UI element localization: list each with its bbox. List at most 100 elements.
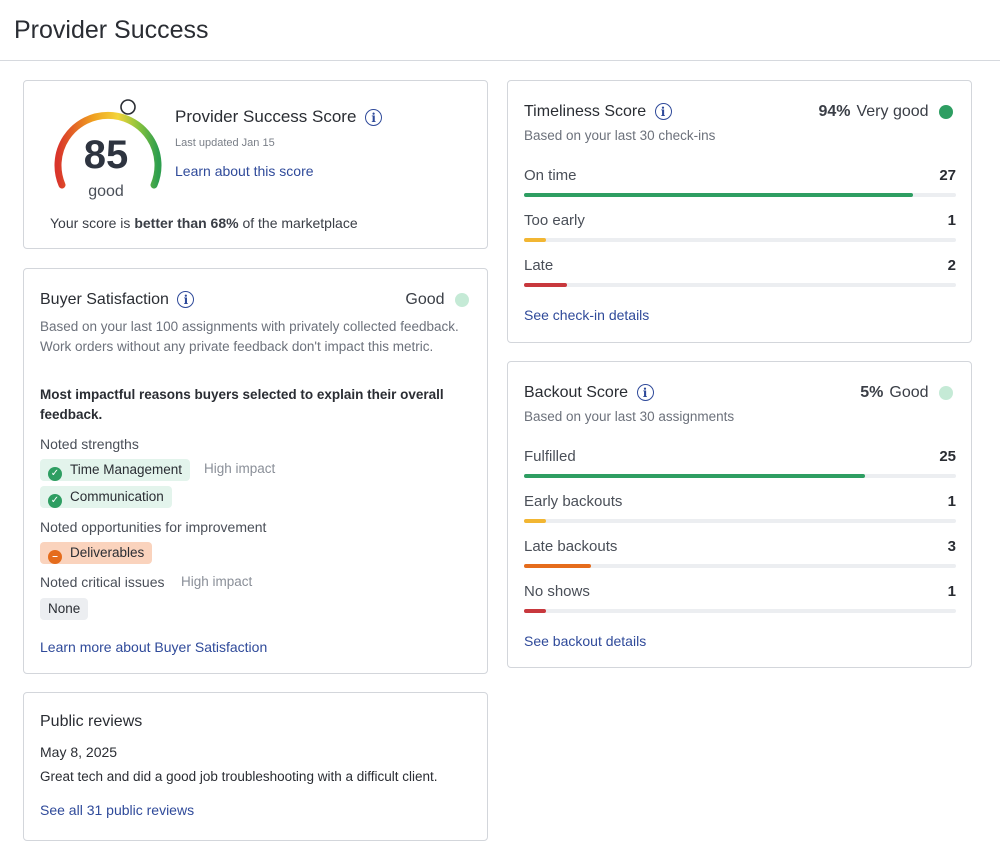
progress-fill	[524, 283, 567, 287]
comparison-bold: better than 68%	[134, 215, 239, 231]
backout-score-card: Backout Score i 5% Good Based on your las…	[507, 361, 972, 668]
provider-success-score-card: 85 good Provider Success Score i Last up…	[23, 80, 488, 249]
metric-row-count: 1	[947, 493, 956, 510]
opportunities-label: Noted opportunities for improvement	[40, 519, 267, 535]
buyer-satisfaction-title: Buyer Satisfaction i	[40, 291, 195, 309]
progress-track	[524, 564, 956, 568]
timeliness-status-text: Very good	[856, 103, 929, 120]
progress-track	[524, 238, 956, 242]
metric-row: On time 27	[524, 167, 956, 197]
public-reviews-title: Public reviews	[40, 713, 143, 730]
status-text: Good	[405, 291, 445, 308]
minus-circle-icon: –	[48, 550, 62, 564]
buyer-satisfaction-status: Good	[405, 291, 469, 309]
metric-row: Too early 1	[524, 212, 956, 242]
opportunity-pill: – Deliverables	[40, 542, 153, 564]
see-backout-details-link[interactable]: See backout details	[524, 633, 647, 649]
check-circle-icon: ✓	[48, 494, 62, 508]
comparison-suffix: of the marketplace	[238, 215, 358, 231]
status-dot-icon	[455, 292, 469, 307]
see-all-reviews-link[interactable]: See all 31 public reviews	[40, 802, 195, 818]
strengths-label: Noted strengths	[40, 436, 139, 452]
metric-row: No shows 1	[524, 583, 956, 613]
progress-fill	[524, 519, 546, 523]
backout-title: Backout Score i	[524, 384, 654, 402]
timeliness-status: 94% Very good	[818, 103, 953, 121]
metric-row-count: 25	[939, 448, 956, 465]
metric-row-label: Fulfilled	[524, 448, 576, 465]
strength-pill: ✓ Time Management	[40, 459, 191, 481]
metric-row-label: On time	[524, 167, 577, 184]
gauge-marker	[120, 99, 136, 115]
critical-issues-label: Noted critical issues	[40, 574, 165, 590]
reasons-heading: Most impactful reasons buyers selected t…	[40, 387, 444, 422]
critical-issues-pill: None	[40, 598, 89, 620]
info-icon[interactable]: i	[654, 103, 672, 121]
timeliness-subtitle: Based on your last 30 check-ins	[524, 128, 716, 143]
public-reviews-card: Public reviews May 8, 2025 Great tech an…	[23, 692, 488, 841]
strength-pill: ✓ Communication	[40, 486, 172, 508]
progress-fill	[524, 474, 865, 478]
metric-row-label: Late	[524, 257, 554, 274]
metric-row-count: 1	[947, 583, 956, 600]
score-updated: Last updated Jan 15	[175, 137, 275, 149]
impact-label: High impact	[204, 461, 276, 476]
progress-fill	[524, 238, 546, 242]
opportunity-label: Deliverables	[70, 545, 145, 560]
status-dot-icon	[939, 104, 953, 119]
timeliness-title: Timeliness Score i	[524, 103, 672, 121]
progress-track	[524, 609, 956, 613]
score-comparison: Your score is better than 68% of the mar…	[50, 215, 358, 231]
metric-row-label: Too early	[524, 212, 585, 229]
progress-fill	[524, 609, 546, 613]
timeliness-percent: 94%	[818, 103, 851, 120]
strength-label: Time Management	[70, 462, 183, 477]
timeliness-score-card: Timeliness Score i 94% Very good Based on…	[507, 80, 972, 343]
impact-label: High impact	[181, 574, 253, 589]
check-circle-icon: ✓	[48, 467, 62, 481]
progress-fill	[524, 564, 591, 568]
progress-track	[524, 283, 956, 287]
score-rating: good	[88, 183, 124, 200]
metric-row: Late 2	[524, 257, 956, 287]
status-dot-icon	[939, 385, 953, 400]
info-icon[interactable]: i	[177, 291, 195, 309]
learn-about-score-link[interactable]: Learn about this score	[175, 163, 314, 179]
review-text: Great tech and did a good job troublesho…	[40, 769, 438, 784]
backout-status: 5% Good	[860, 384, 953, 402]
metric-row: Late backouts 3	[524, 538, 956, 568]
metric-row-count: 27	[939, 167, 956, 184]
backout-subtitle: Based on your last 30 assignments	[524, 409, 735, 424]
learn-more-buyer-satisfaction-link[interactable]: Learn more about Buyer Satisfaction	[40, 639, 268, 655]
score-gauge	[54, 99, 162, 189]
page-header: Provider Success	[0, 0, 1000, 61]
info-icon[interactable]: i	[636, 384, 654, 402]
metric-row-count: 2	[947, 257, 956, 274]
score-value: 85	[83, 133, 129, 177]
see-check-in-details-link[interactable]: See check-in details	[524, 307, 650, 323]
score-title: Provider Success Score i	[175, 107, 383, 127]
buyer-satisfaction-card: Buyer Satisfaction i Good Based on your …	[23, 268, 488, 674]
progress-fill	[524, 193, 913, 197]
metric-row: Fulfilled 25	[524, 448, 956, 478]
comparison-prefix: Your score is	[50, 215, 135, 231]
metric-row-count: 1	[947, 212, 956, 229]
backout-status-text: Good	[889, 384, 929, 401]
buyer-satisfaction-description: Based on your last 100 assignments with …	[40, 319, 459, 354]
metric-row-count: 3	[947, 538, 956, 555]
backout-title-text: Backout Score	[524, 384, 629, 401]
strength-label: Communication	[70, 489, 164, 504]
metric-row-label: Late backouts	[524, 538, 618, 555]
progress-track	[524, 474, 956, 478]
info-icon[interactable]: i	[365, 109, 383, 127]
metric-row: Early backouts 1	[524, 493, 956, 523]
progress-track	[524, 519, 956, 523]
score-title-text: Provider Success Score	[175, 107, 357, 126]
progress-track	[524, 193, 956, 197]
buyer-satisfaction-title-text: Buyer Satisfaction	[40, 291, 169, 308]
metric-row-label: No shows	[524, 583, 590, 600]
page-title: Provider Success	[14, 15, 209, 44]
metric-row-label: Early backouts	[524, 493, 623, 510]
review-date: May 8, 2025	[40, 744, 118, 760]
timeliness-title-text: Timeliness Score	[524, 103, 647, 120]
